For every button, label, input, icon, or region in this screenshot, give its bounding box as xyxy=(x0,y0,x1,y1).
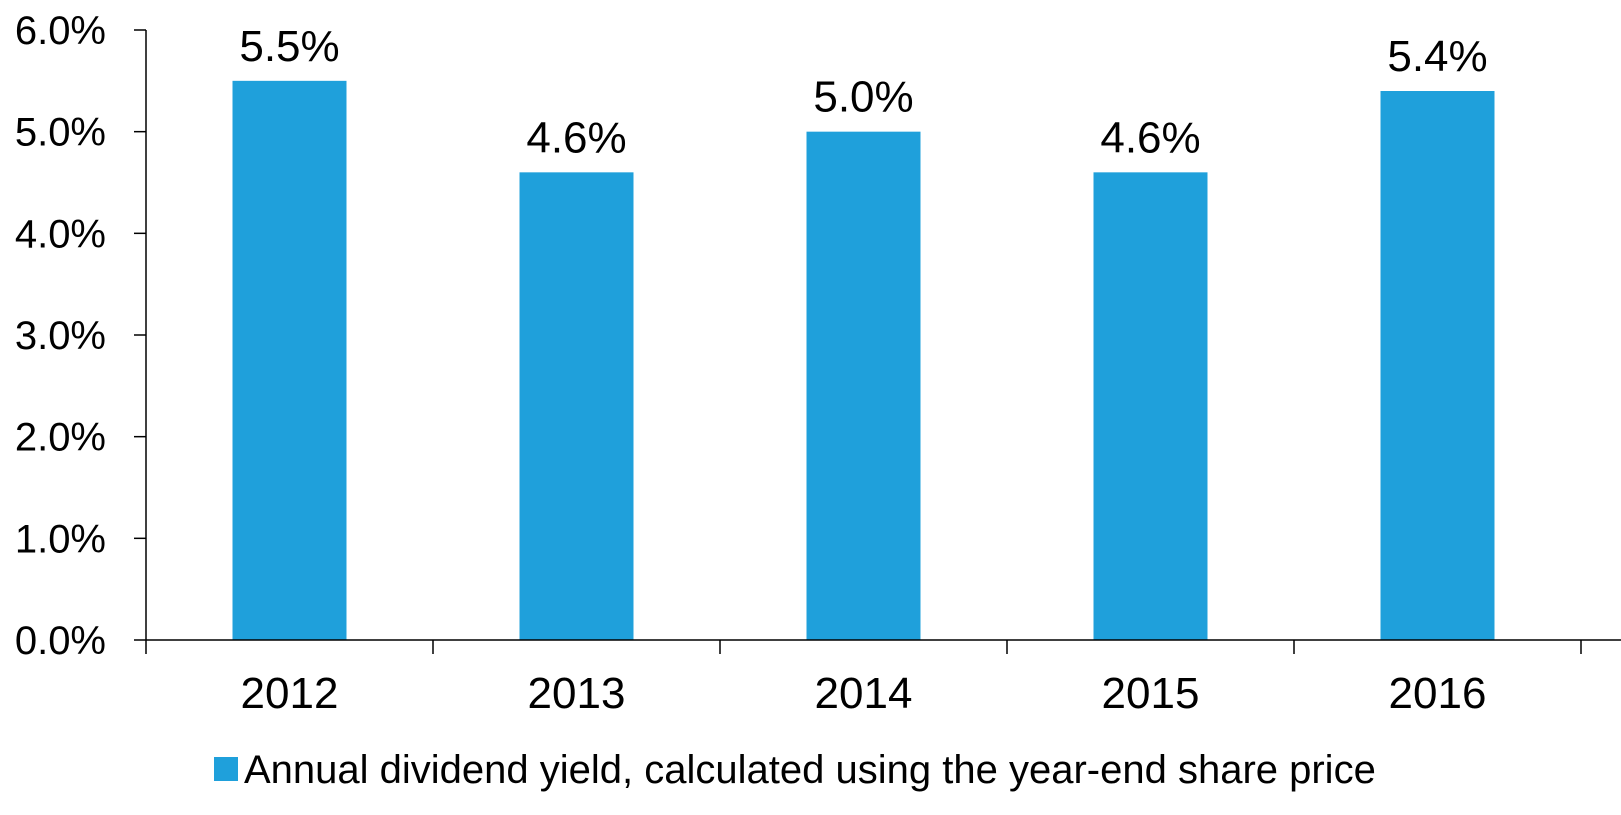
data-labels: 5.5% 4.6% 5.0% 4.6% 5.4% xyxy=(239,22,1487,162)
x-tick-label-2012: 2012 xyxy=(241,669,339,718)
y-tick-label: 5.0% xyxy=(15,111,106,155)
x-tick-label-2016: 2016 xyxy=(1389,669,1487,718)
bar-2014 xyxy=(806,131,921,640)
y-tick-label: 2.0% xyxy=(15,416,106,460)
data-label-2013: 4.6% xyxy=(526,113,626,162)
x-tick-label-2015: 2015 xyxy=(1102,669,1200,718)
bar-2015 xyxy=(1093,172,1208,641)
data-label-2014: 5.0% xyxy=(813,73,913,122)
legend-swatch xyxy=(214,757,238,781)
legend: Annual dividend yield, calculated using … xyxy=(214,748,1376,792)
bar-2013 xyxy=(519,172,634,641)
y-tick-label: 3.0% xyxy=(15,314,106,358)
y-tick-label: 0.0% xyxy=(15,619,106,663)
x-axis-ticks: 2012 2013 2014 2015 2016 xyxy=(145,640,1582,718)
bar-2016 xyxy=(1380,91,1495,640)
data-label-2016: 5.4% xyxy=(1387,32,1487,81)
data-label-2012: 5.5% xyxy=(239,22,339,71)
y-tick-label: 1.0% xyxy=(15,517,106,561)
y-axis-ticks: 0.0% 1.0% 2.0% 3.0% 4.0% 5.0% 6.0% xyxy=(15,9,146,663)
bar-2012 xyxy=(232,80,347,641)
y-tick-label: 4.0% xyxy=(15,212,106,256)
bars xyxy=(232,80,1495,641)
x-tick-label-2013: 2013 xyxy=(528,669,626,718)
data-label-2015: 4.6% xyxy=(1100,113,1200,162)
x-tick-label-2014: 2014 xyxy=(815,669,913,718)
legend-label: Annual dividend yield, calculated using … xyxy=(244,748,1376,792)
y-tick-label: 6.0% xyxy=(15,9,106,53)
